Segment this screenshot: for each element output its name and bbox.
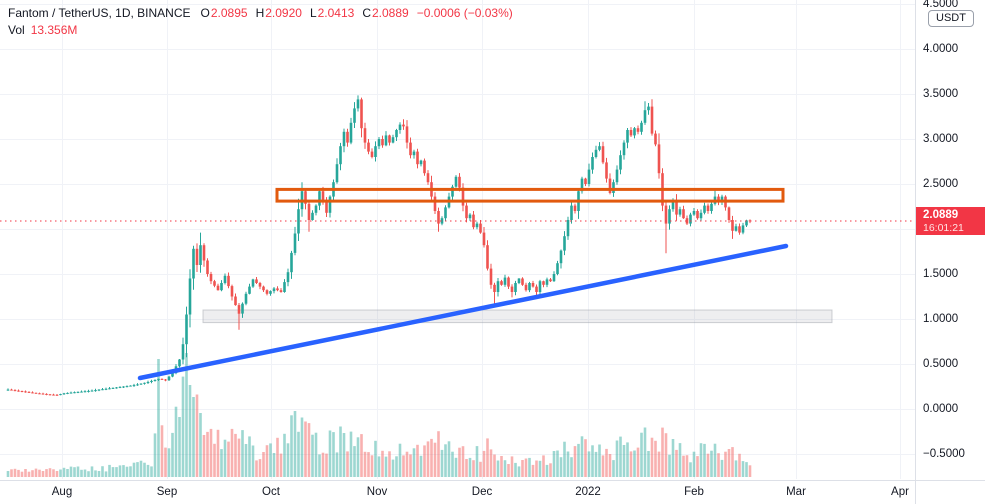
time-tick-label: Dec bbox=[471, 486, 493, 498]
ohlc-value: 2.0920 bbox=[265, 6, 302, 20]
resistance-zone-annotation[interactable] bbox=[275, 187, 785, 203]
axis-corner bbox=[915, 480, 985, 504]
candlestick-series bbox=[6, 95, 752, 396]
price-tick-label: 3.5000 bbox=[923, 88, 959, 100]
usdt-badge[interactable]: USDT bbox=[928, 10, 974, 27]
time-tick-label: Nov bbox=[366, 486, 388, 498]
time-tick-label: Sep bbox=[156, 486, 178, 498]
price-axis[interactable]: 4.5000 4.0000 3.5000 3.0000 2.5000 1.5000 1.00… bbox=[915, 0, 985, 480]
countdown-timer: 16:01:21 bbox=[923, 222, 964, 234]
volume-row: Vol 13.356M bbox=[8, 22, 513, 39]
price-tick-label: 1.0000 bbox=[923, 313, 959, 325]
ohlc-key: O bbox=[200, 6, 210, 20]
volume-series bbox=[6, 353, 752, 477]
volume-value: 13.356M bbox=[30, 23, 78, 37]
last-price-value: 2.0889 bbox=[923, 209, 959, 221]
time-tick-label: Apr bbox=[891, 486, 909, 498]
time-axis[interactable]: Aug Sep Oct Nov Dec 2022 Feb Mar Apr bbox=[0, 480, 915, 504]
time-tick-label: Feb bbox=[684, 486, 704, 498]
ohlc-key: H bbox=[255, 6, 265, 20]
ohlc-value: 2.0895 bbox=[210, 6, 248, 20]
symbol-legend[interactable]: Fantom / TetherUS, 1D, BINANCE O2.0895 H2.… bbox=[8, 5, 513, 39]
price-tick-label: 0.0000 bbox=[923, 403, 959, 415]
price-tick-label: 4.0000 bbox=[923, 43, 959, 55]
time-tick-label: 2022 bbox=[575, 486, 601, 498]
price-tick-label: 1.5000 bbox=[923, 268, 959, 280]
price-tick-label: −0.5000 bbox=[923, 448, 965, 460]
change-value: −0.0006 (−0.03%) bbox=[416, 6, 513, 20]
symbol-row: Fantom / TetherUS, 1D, BINANCE O2.0895 H2.… bbox=[8, 5, 513, 22]
volume-label[interactable]: Vol bbox=[8, 23, 25, 37]
support-zone-annotation[interactable] bbox=[202, 309, 833, 324]
price-tick-label: 3.0000 bbox=[923, 133, 959, 145]
ohlc-value: 2.0889 bbox=[372, 6, 409, 20]
ohlc-key: C bbox=[362, 6, 371, 20]
last-price-badge: 2.0889 16:01:21 bbox=[916, 207, 985, 235]
time-tick-label: Mar bbox=[786, 486, 806, 498]
trendline-annotation[interactable] bbox=[137, 243, 789, 381]
ohlc-key: L bbox=[309, 6, 317, 20]
grid-lines bbox=[0, 0, 915, 479]
price-tick-label: 2.5000 bbox=[923, 178, 959, 190]
price-tick-label: 4.5000 bbox=[923, 0, 959, 10]
ohlc-values: O2.0895 H2.0920 L2.0413 C2.0889 bbox=[201, 6, 409, 20]
time-tick-label: Aug bbox=[51, 486, 73, 498]
time-tick-label: Oct bbox=[262, 486, 280, 498]
symbol-title[interactable]: Fantom / TetherUS, 1D, BINANCE bbox=[8, 6, 191, 20]
ohlc-value: 2.0413 bbox=[317, 6, 355, 20]
price-tick-label: 0.5000 bbox=[923, 358, 959, 370]
